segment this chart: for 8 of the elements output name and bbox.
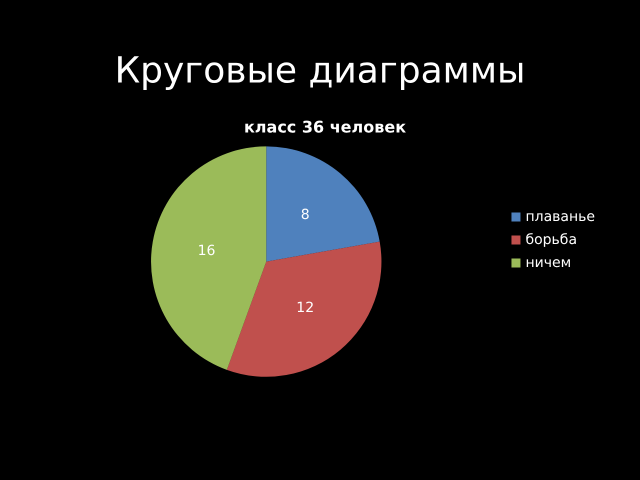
legend-label: борьба [525,232,578,248]
chart-subtitle: класс 36 человек [244,118,406,136]
data-label: 16 [198,243,216,260]
data-label: 12 [296,300,314,316]
data-label: 8 [300,207,310,224]
legend-label: плаванье [525,209,596,225]
legend-label: ничем [525,255,572,271]
chart-title: Круговые диаграммы [114,50,526,92]
